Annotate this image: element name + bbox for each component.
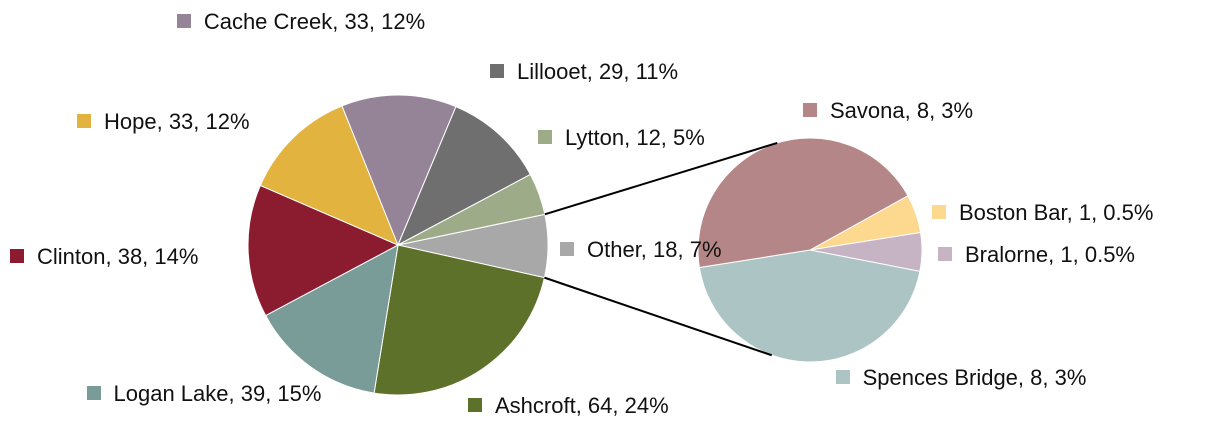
slice-label: Clinton, 38, 14%: [10, 243, 198, 270]
slice-label: Lytton, 12, 5%: [538, 124, 705, 151]
connector-line: [544, 141, 778, 216]
pie-slice: [341, 94, 457, 247]
label-text: Spences Bridge, 8, 3%: [862, 365, 1087, 390]
label-key: [490, 64, 504, 78]
label-text: Clinton, 38, 14%: [37, 244, 199, 269]
label-text: Savona, 8, 3%: [830, 98, 974, 123]
slice-label: Bralorne, 1, 0.5%: [938, 241, 1135, 268]
label-text: Hope, 33, 12%: [104, 109, 250, 134]
slice-label: Cache Creek, 33, 12%: [176, 8, 426, 35]
label-key: [176, 14, 191, 28]
slice-label: Savona, 8, 3%: [803, 97, 973, 124]
slice-label: Spences Bridge, 8, 3%: [826, 364, 1096, 391]
label-key: [803, 103, 817, 117]
label-key: [932, 205, 946, 219]
label-text: Ashcroft, 64, 24%: [495, 393, 669, 418]
pie-slice: [259, 105, 399, 246]
label-key: [938, 247, 952, 261]
label-text: Other, 18, 7%: [587, 237, 722, 262]
label-key: [560, 242, 574, 256]
pie-slice: [247, 184, 400, 317]
pie-slice: [373, 244, 546, 396]
label-key: [86, 386, 101, 400]
slice-label: Other, 18, 7%: [560, 236, 722, 263]
label-key: [468, 398, 482, 412]
label-text: Lillooet, 29, 11%: [517, 59, 679, 84]
label-text: Bralorne, 1, 0.5%: [965, 242, 1135, 267]
label-text: Lytton, 12, 5%: [565, 125, 705, 150]
label-key: [835, 370, 850, 384]
slice-label: Lillooet, 29, 11%: [490, 58, 678, 85]
slice-label: Hope, 33, 12%: [77, 108, 250, 135]
pie-slice: [396, 105, 532, 247]
connector-line: [544, 276, 773, 357]
label-text: Cache Creek, 33, 12%: [203, 9, 426, 34]
label-text: Boston Bar, 1, 0.5%: [959, 200, 1154, 225]
label-text: Logan Lake, 39, 15%: [113, 381, 322, 406]
pie-slice: [698, 249, 921, 363]
pie-slice: [264, 244, 399, 394]
label-key: [538, 130, 552, 144]
slice-label: Boston Bar, 1, 0.5%: [932, 199, 1153, 226]
slice-label: Logan Lake, 39, 15%: [84, 380, 324, 407]
label-key: [77, 114, 91, 128]
label-key: [10, 249, 24, 263]
slice-label: Ashcroft, 64, 24%: [468, 392, 669, 419]
